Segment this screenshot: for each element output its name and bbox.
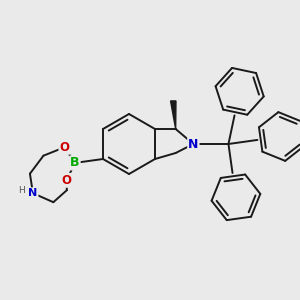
Text: O: O: [59, 141, 69, 154]
Polygon shape: [171, 101, 176, 129]
Text: N: N: [188, 137, 199, 151]
Text: O: O: [61, 174, 71, 187]
Text: H: H: [18, 186, 25, 195]
Text: N: N: [28, 188, 38, 198]
Text: B: B: [70, 156, 80, 170]
